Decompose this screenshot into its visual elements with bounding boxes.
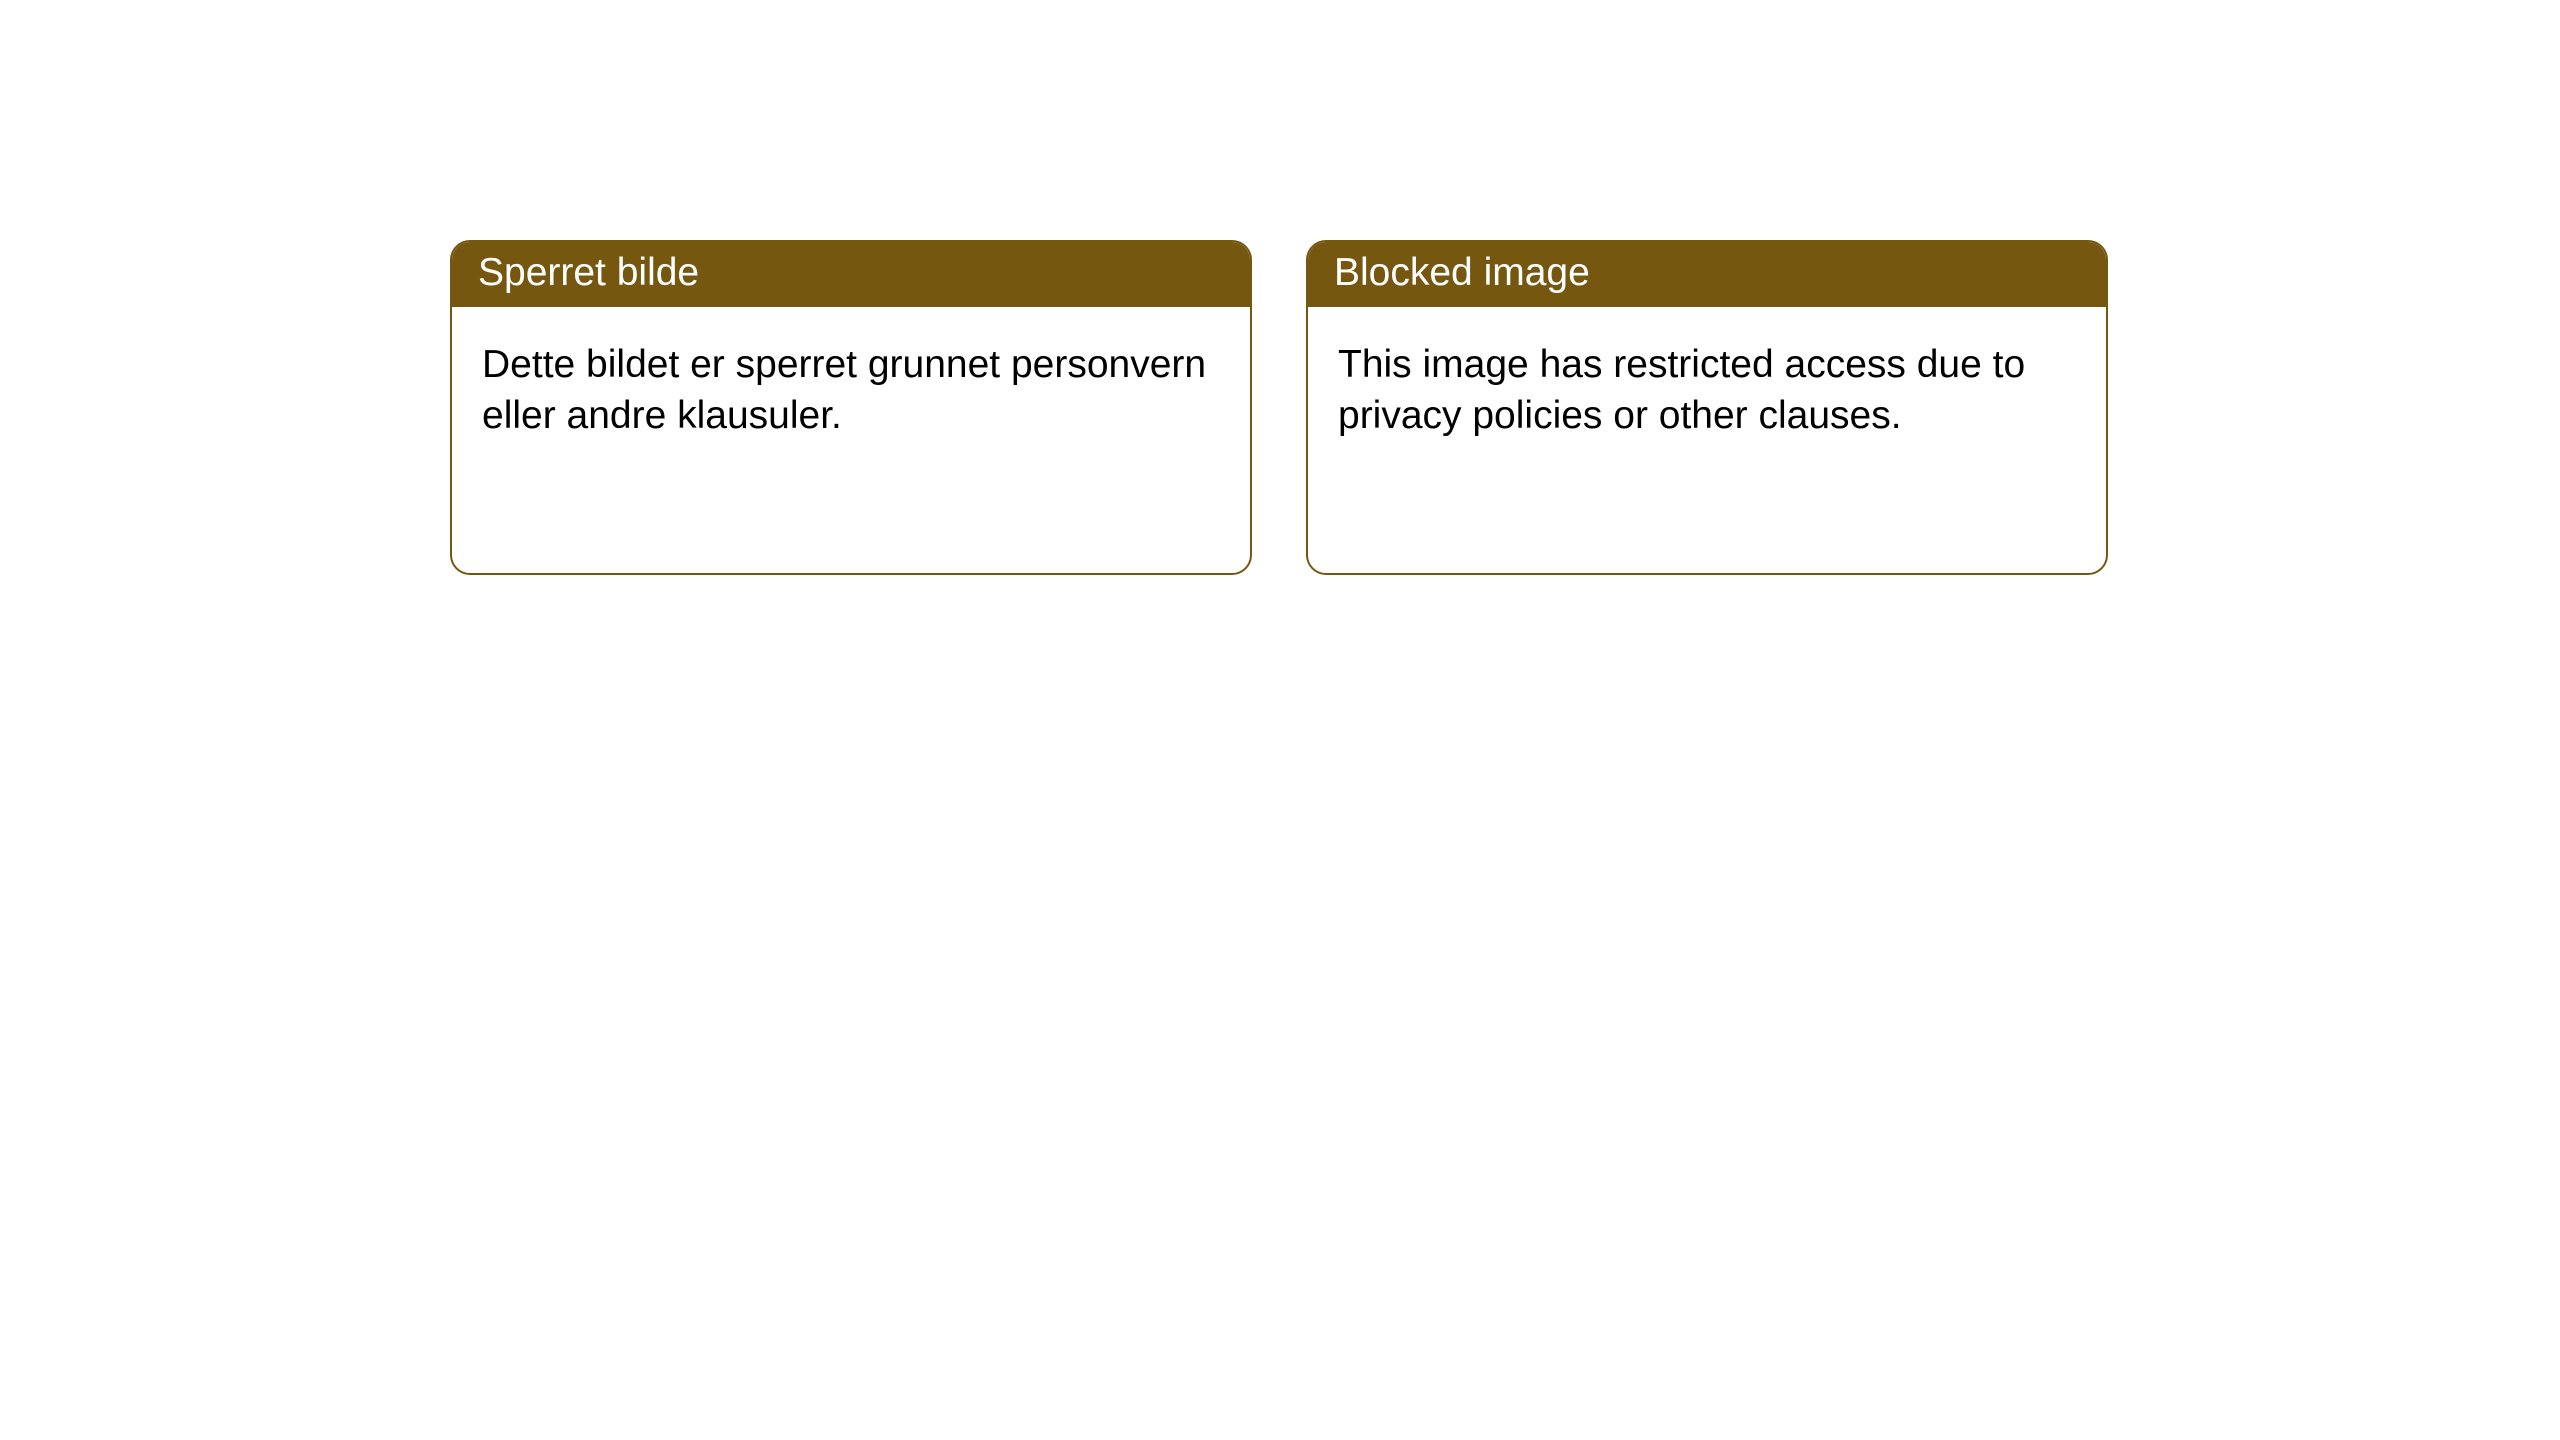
cards-container: Sperret bilde Dette bildet er sperret gr…: [0, 0, 2560, 575]
card-body-en: This image has restricted access due to …: [1308, 307, 2106, 474]
card-header-en: Blocked image: [1308, 242, 2106, 307]
card-header-no: Sperret bilde: [452, 242, 1250, 307]
card-body-no: Dette bildet er sperret grunnet personve…: [452, 307, 1250, 474]
blocked-image-card-en: Blocked image This image has restricted …: [1306, 240, 2108, 575]
blocked-image-card-no: Sperret bilde Dette bildet er sperret gr…: [450, 240, 1252, 575]
